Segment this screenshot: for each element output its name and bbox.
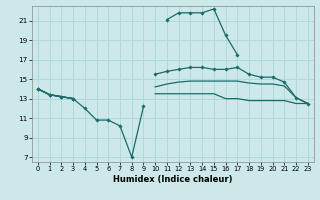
X-axis label: Humidex (Indice chaleur): Humidex (Indice chaleur) [113,175,233,184]
